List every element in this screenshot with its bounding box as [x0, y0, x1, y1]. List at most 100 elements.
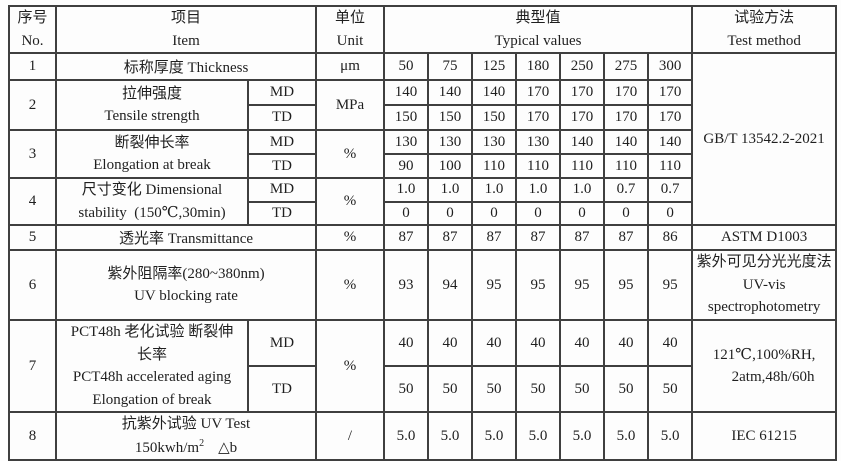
cell-value: 170 [515, 79, 562, 106]
item-line: 抗紫外试验 UV Test [121, 416, 251, 432]
cell-value: 140 [383, 79, 430, 106]
cell-method-iec: IEC 61215 [691, 411, 838, 461]
item-line: 长率 [136, 346, 167, 363]
cell-value: 300 [647, 52, 694, 81]
cell-value: 1.0 [515, 177, 562, 203]
cell-value: 0 [603, 200, 650, 226]
cell-value: 50 [427, 365, 474, 413]
cell-value: 95 [559, 249, 606, 321]
row-dimensional-td: TD 0 0 0 0 0 0 0 [9, 200, 836, 226]
cell-value: 170 [603, 79, 650, 106]
cell-value: 110 [471, 153, 518, 179]
cell-td-label: TD [246, 104, 318, 131]
header-unit-zh: 单位 [335, 10, 366, 26]
cell-value: 50 [383, 52, 430, 81]
superscript-2: 2 [199, 437, 205, 449]
header-method-zh: 试验方法 [734, 10, 795, 26]
cell-value: 110 [559, 153, 606, 179]
cell-item-elongation: 断裂伸长率 Elongation at break [55, 129, 249, 179]
cell-value: 5.0 [647, 411, 694, 461]
cell-value: 0 [383, 200, 430, 226]
cell-value: 40 [471, 319, 518, 367]
item-line: Elongation of break [92, 391, 212, 408]
cell-unit: % [315, 319, 386, 413]
cell-no: 3 [8, 129, 57, 179]
col-header-typical: 典型值 Typical values [383, 5, 694, 54]
cell-value: 40 [427, 319, 474, 367]
cell-value: 95 [515, 249, 562, 321]
row-tensile-md: 2 拉伸强度 Tensile strength MD MPa 140 140 1… [8, 79, 836, 131]
header-item-en: Item [172, 32, 200, 49]
cell-value: 50 [471, 365, 518, 413]
uv-dose-text: 150kwh/m [134, 439, 200, 456]
cell-value: 95 [471, 249, 518, 321]
row-pct-md: 7 PCT48h 老化试验 断裂伸 长率 PCT48h accelerated … [8, 319, 838, 413]
cell-value: 170 [559, 104, 606, 131]
cell-method-uvvis: 紫外可见分光光度法 UV-vis spectrophotometry [691, 249, 838, 321]
item-line: Tensile strength [104, 108, 200, 124]
item-line: PCT48h 老化试验 断裂伸 [70, 324, 234, 340]
cell-value: 5.0 [515, 411, 562, 461]
cell-value: 40 [515, 319, 562, 367]
row-uv-test: 8 抗紫外试验 UV Test 150kwh/m2 △b / 5.0 5.0 5.… [8, 411, 838, 461]
cell-value: 5.0 [427, 411, 474, 461]
cell-value: 87 [515, 224, 562, 251]
cell-value: 50 [559, 365, 606, 413]
cell-value: 40 [559, 319, 606, 367]
cell-value: 130 [471, 129, 518, 155]
cell-value: 110 [647, 153, 694, 179]
cell-value: 40 [603, 319, 650, 367]
method-line: spectrophotometry [707, 299, 821, 316]
cell-value: 180 [515, 52, 562, 81]
item-line: stability (150℃,30min) [78, 204, 226, 221]
cell-method-gbt: GB/T 13542.2-2021 [691, 52, 838, 226]
cell-no: 6 [8, 249, 57, 321]
row-elongation-md: 3 断裂伸长率 Elongation at break MD % 130 130… [8, 129, 836, 179]
cell-value: 1.0 [427, 177, 474, 203]
cell-item-dimensional: 尺寸变化 Dimensional stability (150℃,30min) [55, 177, 249, 226]
cell-value: 170 [647, 104, 694, 131]
method-line: UV-vis [742, 276, 786, 293]
item-line: Elongation at break [93, 157, 211, 173]
cell-unit: % [315, 129, 386, 179]
header-unit-en: Unit [336, 32, 364, 49]
cell-item-thickness: 标称厚度 Thickness [54, 52, 318, 81]
cell-td-label: TD [246, 200, 318, 226]
cell-value: 100 [427, 153, 474, 179]
cell-item-tensile: 拉伸强度 Tensile strength [55, 79, 249, 131]
cell-value: 1.0 [383, 177, 430, 203]
product-spec-table: 序号 No. 项目 Item 单位 Unit 典型值 Typical value… [8, 5, 838, 461]
cell-md-label: MD [246, 177, 318, 203]
cell-value: 93 [383, 249, 430, 321]
header-typical-zh: 典型值 [515, 10, 561, 26]
row-uv-blocking: 6 紫外阻隔率(280~380nm) UV blocking rate % 93… [8, 249, 838, 321]
method-line: 紫外可见分光光度法 [696, 254, 832, 271]
cell-value: 0.7 [647, 177, 694, 203]
cell-value: 50 [515, 365, 562, 413]
item-line: 150kwh/m2 △b [59, 436, 313, 459]
cell-value: 170 [603, 104, 650, 131]
cell-value: 0 [427, 200, 474, 226]
cell-value: 130 [427, 129, 474, 155]
col-header-unit: 单位 Unit [315, 5, 386, 54]
cell-unit: μm [315, 52, 386, 81]
cell-unit: % [315, 224, 386, 251]
cell-no: 5 [8, 224, 57, 251]
item-line: 拉伸强度 [121, 85, 182, 102]
header-row: 序号 No. 项目 Item 单位 Unit 典型值 Typical value… [8, 5, 838, 54]
cell-method-astm: ASTM D1003 [691, 224, 838, 251]
cell-value: 1.0 [471, 177, 518, 203]
cell-value: 170 [647, 79, 694, 106]
cell-value: 5.0 [559, 411, 606, 461]
cell-item-uv-blocking: 紫外阻隔率(280~380nm) UV blocking rate [54, 249, 318, 321]
cell-unit: % [315, 177, 386, 226]
header-no-zh: 序号 [17, 10, 48, 26]
cell-unit: % [315, 249, 386, 321]
cell-value: 130 [383, 129, 430, 155]
cell-md-label: MD [246, 319, 318, 367]
item-line: PCT48h accelerated aging [72, 369, 232, 385]
cell-value: 90 [383, 153, 430, 179]
cell-value: 0 [647, 200, 694, 226]
cell-unit: MPa [315, 79, 386, 131]
method-line: 121℃,100%RH, [712, 346, 816, 363]
